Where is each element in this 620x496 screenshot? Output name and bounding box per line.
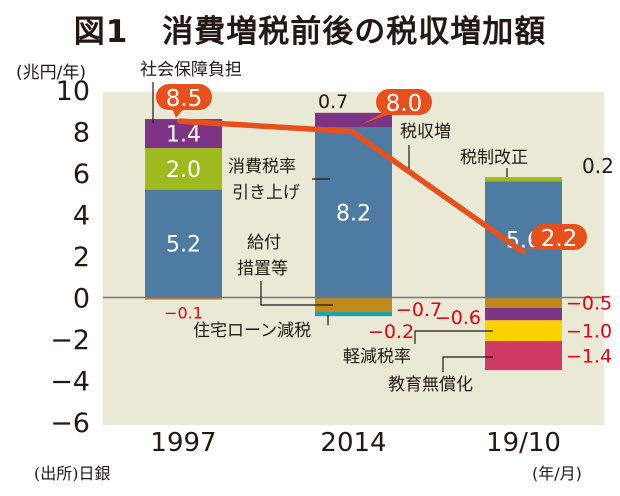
annotation-tax-rate-hike: 消費税率 [228,157,296,177]
callout-bubble [376,89,432,115]
segment-value-label: −0.2 [368,321,414,343]
bar-segment [315,127,392,298]
x-tick-label: 19/10 [486,428,561,458]
annotation-benefit-measures: 措置等 [237,259,288,279]
segment-value-label: 8.2 [336,201,371,226]
bar-segment [145,297,222,300]
callout-bubble [156,84,212,110]
title-text: 消費増税前後の税収増加額 [162,14,547,50]
segment-value-label: −0.7 [396,299,442,321]
annotation-benefit-measures: 給付 [247,233,281,253]
y-tick-label: −6 [50,408,90,439]
annotation-tax-reform: 税制改正 [460,148,528,168]
bar-segment [145,148,222,190]
bar-segment [315,312,392,317]
line-value-label: 8.0 [386,91,423,117]
annotation-housing-loan: 住宅ローン減税 [193,321,311,341]
y-tick-label: −4 [50,367,90,398]
callout-bubble [531,224,587,250]
tax-revenue-line [177,118,526,255]
x-tick-label: 1997 [150,428,216,458]
annotation-tax-revenue-increase: 税収増 [400,122,451,142]
bar-segment [145,189,222,298]
segment-value-label: −1.0 [566,321,612,343]
y-tick-label: 10 [56,76,90,107]
annotation-free-education: 教育無償化 [388,375,473,395]
x-axis-unit: (年/月) [532,464,582,483]
bar-segment [485,341,562,371]
y-axis-unit: (兆円/年) [16,63,86,83]
bar-segment [315,297,392,313]
segment-value-label: 0.7 [318,91,348,113]
segment-value-label: 5.2 [166,233,201,258]
y-tick-label: 8 [73,118,90,149]
annotation-reduced-tax-rate: 軽減税率 [343,347,411,367]
segment-value-label: −0.5 [566,293,612,315]
chart-title: 図1 消費増税前後の税収増加額 [0,6,620,51]
x-tick-label: 2014 [320,428,386,458]
segment-value-label: 0.2 [582,154,614,178]
bar-segment [485,177,562,182]
segment-value-label: 2.0 [166,158,201,183]
line-value-label: 2.2 [541,226,578,252]
bar-segment [315,112,392,128]
segment-value-label: −1.4 [566,346,612,368]
y-tick-label: 6 [73,159,90,190]
y-tick-label: −2 [50,325,90,356]
bar-segment [485,307,562,321]
callout-tail [172,108,184,118]
leader-line [414,330,493,344]
segment-value-label: −0.1 [164,304,203,323]
segment-value-label: 1.4 [166,123,201,148]
annotation-social-security: 社会保障負担 [140,60,242,80]
y-tick-label: 4 [73,201,90,232]
y-tick-label: 2 [73,242,90,273]
segment-value-label: −0.6 [435,307,481,329]
leader-line [442,356,493,372]
bar-segment [485,297,562,308]
leader-line [260,281,333,306]
figure-number: 図1 [73,14,129,50]
bar-segment [485,320,562,342]
annotation-tax-rate-hike: 引き上げ [232,183,300,203]
y-tick-label: 0 [73,284,90,315]
line-value-label: 8.5 [166,86,203,112]
source-note: (出所)日銀 [34,464,111,483]
